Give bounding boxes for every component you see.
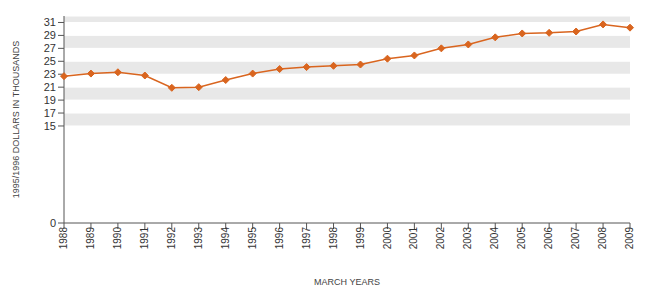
svg-text:1997: 1997	[301, 227, 312, 250]
svg-text:21: 21	[44, 81, 56, 93]
svg-text:1999: 1999	[355, 227, 366, 250]
svg-text:MARCH YEARS: MARCH YEARS	[314, 277, 380, 287]
svg-text:27: 27	[44, 42, 56, 54]
svg-text:1992: 1992	[166, 227, 177, 250]
svg-text:2003: 2003	[462, 227, 473, 250]
svg-text:0: 0	[50, 217, 56, 229]
svg-text:2009: 2009	[624, 227, 635, 250]
svg-text:2004: 2004	[489, 227, 500, 250]
svg-text:15: 15	[44, 120, 56, 132]
svg-text:2001: 2001	[408, 227, 419, 250]
svg-text:29: 29	[44, 29, 56, 41]
svg-text:1989: 1989	[85, 227, 96, 250]
svg-text:19: 19	[44, 94, 56, 106]
svg-text:2007: 2007	[570, 227, 581, 250]
svg-text:1996: 1996	[274, 227, 285, 250]
svg-text:1990: 1990	[112, 227, 123, 250]
svg-text:2000: 2000	[382, 227, 393, 250]
svg-text:1991: 1991	[139, 227, 150, 250]
svg-text:1998: 1998	[328, 227, 339, 250]
svg-text:1995: 1995	[247, 227, 258, 250]
svg-text:25: 25	[44, 55, 56, 67]
svg-text:23: 23	[44, 68, 56, 80]
svg-text:2008: 2008	[597, 227, 608, 250]
svg-text:2002: 2002	[435, 227, 446, 250]
svg-text:31: 31	[44, 16, 56, 28]
svg-text:17: 17	[44, 107, 56, 119]
svg-text:2005: 2005	[516, 227, 527, 250]
svg-text:1988: 1988	[58, 227, 69, 250]
svg-text:1995/1996 DOLLARS IN THOUSANDS: 1995/1996 DOLLARS IN THOUSANDS	[11, 41, 21, 198]
svg-text:1993: 1993	[193, 227, 204, 250]
svg-text:2006: 2006	[543, 227, 554, 250]
svg-text:1994: 1994	[220, 227, 231, 250]
